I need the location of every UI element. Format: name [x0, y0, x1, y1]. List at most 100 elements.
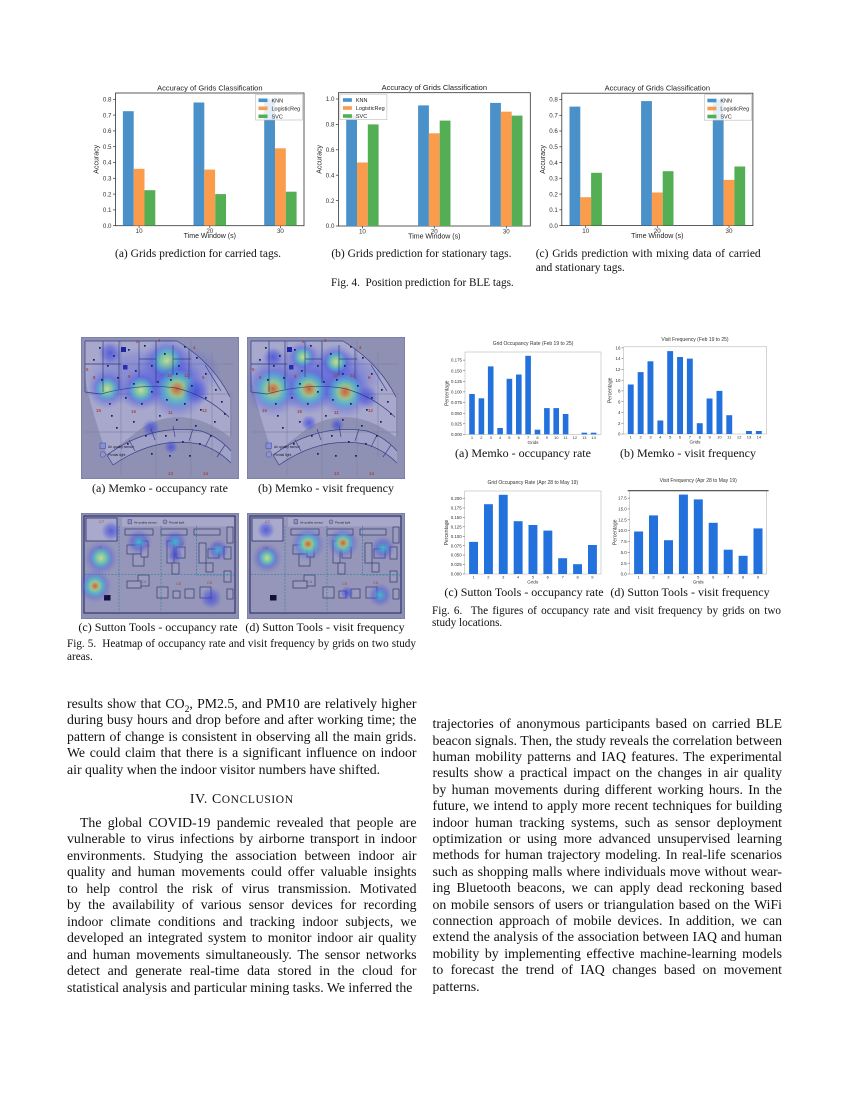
svg-text:Accuracy: Accuracy	[316, 145, 323, 174]
svg-text:9: 9	[708, 435, 711, 440]
svg-text:16: 16	[131, 409, 136, 414]
svg-text:C6: C6	[373, 580, 379, 585]
svg-text:13: 13	[747, 435, 752, 440]
svg-text:0.1: 0.1	[103, 207, 112, 214]
svg-text:1: 1	[471, 435, 474, 440]
svg-text:1: 1	[630, 435, 633, 440]
svg-text:Air quality sensor: Air quality sensor	[300, 520, 323, 524]
svg-text:0.2: 0.2	[103, 191, 112, 198]
svg-text:1.0: 1.0	[326, 96, 335, 103]
svg-text:4: 4	[499, 435, 502, 440]
svg-text:3: 3	[324, 338, 327, 343]
svg-text:0.125: 0.125	[451, 524, 463, 529]
svg-text:Visit Frequency (Apr 28 to May: Visit Frequency (Apr 28 to May 19)	[660, 478, 737, 484]
svg-text:Accuracy of Grids Classificati: Accuracy of Grids Classification	[157, 84, 262, 93]
svg-text:4: 4	[359, 345, 362, 350]
svg-text:Air quality sensor: Air quality sensor	[274, 445, 301, 449]
svg-text:30: 30	[503, 228, 510, 235]
svg-text:0.100: 0.100	[451, 390, 463, 395]
svg-text:0.5: 0.5	[103, 144, 112, 151]
svg-text:0.0: 0.0	[103, 223, 112, 230]
svg-text:16: 16	[297, 409, 302, 414]
svg-text:Visit Frequency (Feb 19 to 25): Visit Frequency (Feb 19 to 25)	[661, 337, 728, 343]
svg-text:Percentage: Percentage	[607, 377, 613, 403]
svg-text:0.0: 0.0	[549, 223, 558, 230]
svg-text:Accuracy of Grids Classificati: Accuracy of Grids Classification	[605, 84, 710, 93]
svg-text:10: 10	[359, 228, 366, 235]
svg-text:10: 10	[333, 373, 338, 378]
svg-text:0.2: 0.2	[549, 191, 558, 198]
svg-text:9: 9	[757, 575, 760, 580]
svg-text:KNN: KNN	[720, 99, 732, 105]
svg-text:2: 2	[480, 435, 483, 440]
svg-text:Accuracy: Accuracy	[540, 145, 547, 174]
svg-text:0.6: 0.6	[326, 147, 335, 154]
svg-text:Pivotal light: Pivotal light	[108, 453, 125, 457]
svg-text:17.5: 17.5	[618, 496, 627, 501]
svg-text:LogisticReg: LogisticReg	[720, 107, 749, 113]
svg-text:C5: C5	[176, 581, 182, 586]
svg-text:0.6: 0.6	[103, 128, 112, 135]
svg-text:Grids: Grids	[527, 579, 539, 584]
svg-text:Percentage: Percentage	[613, 519, 619, 545]
svg-text:9: 9	[591, 575, 594, 580]
svg-text:SVC: SVC	[356, 114, 367, 120]
svg-text:0.025: 0.025	[451, 421, 463, 426]
svg-text:2: 2	[639, 435, 642, 440]
svg-text:16: 16	[616, 346, 621, 351]
svg-text:0.000: 0.000	[451, 572, 463, 577]
svg-text:0.4: 0.4	[549, 160, 558, 167]
svg-text:3: 3	[502, 575, 505, 580]
svg-text:14: 14	[369, 471, 374, 476]
svg-text:5: 5	[252, 367, 255, 372]
svg-text:2: 2	[487, 575, 490, 580]
svg-text:2: 2	[652, 575, 655, 580]
svg-text:15: 15	[96, 408, 101, 413]
svg-text:5: 5	[86, 367, 89, 372]
svg-text:4: 4	[517, 575, 520, 580]
svg-text:10.0: 10.0	[618, 528, 627, 533]
svg-text:8: 8	[576, 575, 579, 580]
svg-text:0.050: 0.050	[451, 553, 463, 558]
svg-text:Pivotal light: Pivotal light	[274, 453, 291, 457]
svg-text:0.100: 0.100	[451, 534, 463, 539]
svg-text:6: 6	[202, 375, 205, 380]
svg-text:0.150: 0.150	[451, 515, 463, 520]
svg-text:3: 3	[649, 435, 652, 440]
svg-text:6: 6	[547, 575, 550, 580]
svg-text:6: 6	[712, 575, 715, 580]
svg-text:0.3: 0.3	[103, 176, 112, 183]
svg-text:C6: C6	[207, 580, 213, 585]
svg-text:Accuracy of Grids Classificati: Accuracy of Grids Classification	[382, 83, 487, 92]
svg-text:7: 7	[727, 575, 730, 580]
svg-text:0.7: 0.7	[103, 112, 112, 119]
svg-text:LogisticReg: LogisticReg	[356, 106, 385, 112]
svg-text:0.0: 0.0	[326, 223, 335, 230]
svg-text:8: 8	[742, 575, 745, 580]
svg-text:0.4: 0.4	[326, 172, 335, 179]
svg-text:8: 8	[536, 435, 539, 440]
svg-text:7.5: 7.5	[621, 539, 628, 544]
svg-text:1: 1	[472, 575, 475, 580]
svg-text:12: 12	[202, 408, 207, 413]
svg-text:0.4: 0.4	[103, 160, 112, 167]
svg-text:15: 15	[262, 408, 267, 413]
svg-text:3: 3	[667, 575, 670, 580]
svg-text:7: 7	[689, 435, 692, 440]
svg-text:Time Window (s): Time Window (s)	[631, 233, 683, 240]
svg-text:2: 2	[302, 339, 305, 344]
svg-text:Pivotal light: Pivotal light	[335, 520, 351, 524]
svg-text:14: 14	[203, 471, 208, 476]
svg-text:4: 4	[193, 345, 196, 350]
svg-text:12: 12	[616, 367, 621, 372]
svg-text:6: 6	[618, 399, 621, 404]
svg-text:0.000: 0.000	[451, 432, 463, 437]
svg-text:5: 5	[508, 435, 511, 440]
svg-text:10: 10	[717, 435, 722, 440]
svg-text:7: 7	[527, 435, 530, 440]
svg-text:30: 30	[277, 228, 284, 235]
svg-text:14: 14	[616, 356, 621, 361]
svg-text:6: 6	[679, 435, 682, 440]
svg-text:KNN: KNN	[272, 99, 284, 105]
svg-text:5: 5	[697, 575, 700, 580]
